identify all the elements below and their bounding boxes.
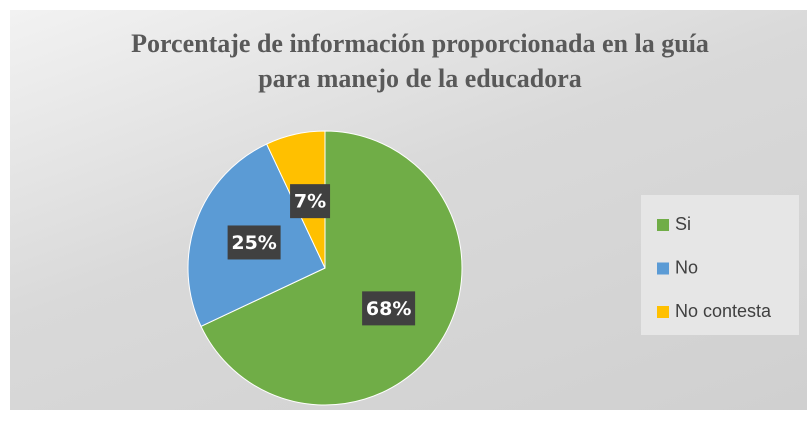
data-label: 7% <box>294 191 326 213</box>
legend-swatch <box>657 219 669 231</box>
data-label-box <box>290 184 331 219</box>
data-label: 68% <box>366 298 411 320</box>
data-label-box <box>227 225 281 260</box>
legend-label: No contesta <box>675 301 772 321</box>
chart-title: Porcentaje de información proporcionada … <box>131 29 709 93</box>
legend-swatch <box>657 262 669 275</box>
data-label: 25% <box>231 232 276 254</box>
data-label-box <box>362 291 416 326</box>
legend-label: Si <box>675 214 691 234</box>
pie-slice <box>200 130 463 406</box>
legend-label: No <box>675 257 698 277</box>
legend-swatch <box>657 306 669 318</box>
